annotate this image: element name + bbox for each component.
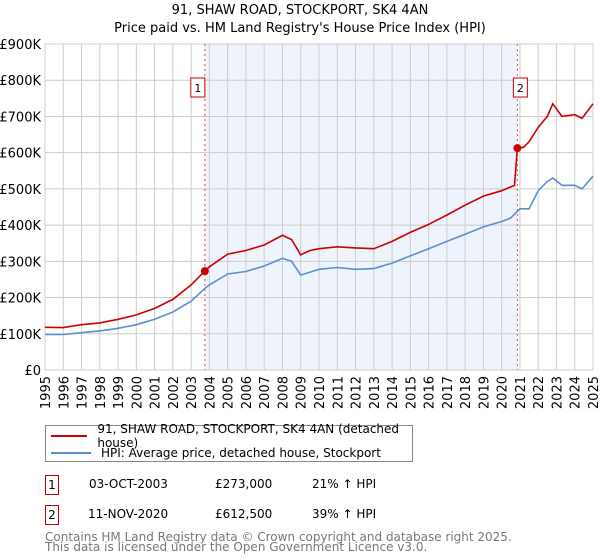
x-tick-label: 2004 bbox=[203, 376, 218, 409]
x-tick-label: 2009 bbox=[295, 376, 310, 409]
transaction-price: £273,000 bbox=[215, 477, 273, 491]
x-tick-label: 2015 bbox=[404, 376, 419, 409]
x-tick-label: 1996 bbox=[57, 376, 72, 409]
chart-title: 91, SHAW ROAD, STOCKPORT, SK4 4AN bbox=[171, 3, 429, 18]
sale-point bbox=[200, 267, 209, 276]
transaction-marker: 2 bbox=[45, 505, 59, 525]
hpi-line bbox=[45, 175, 594, 336]
x-tick-label: 2020 bbox=[496, 376, 511, 409]
x-tick-label: 2025 bbox=[587, 376, 600, 409]
x-tick-label: 2016 bbox=[423, 376, 438, 409]
legend-label: 91, SHAW ROAD, STOCKPORT, SK4 4AN (detac… bbox=[97, 421, 400, 450]
transaction-price: £612,500 bbox=[215, 507, 273, 521]
x-tick-label: 2019 bbox=[477, 376, 492, 409]
shaded-ownership-period bbox=[204, 44, 518, 370]
sale-marker-label: 2 bbox=[517, 82, 524, 95]
transaction-hpi: 21% ↑ HPI bbox=[312, 477, 377, 491]
x-tick-label: 2018 bbox=[459, 376, 474, 409]
price-chart: 1995 1996 1997 1998 1999 2000 2001 2002 2003 2004… bbox=[0, 38, 600, 409]
legend-item-property: 91, SHAW ROAD, STOCKPORT, SK4 4AN (detac… bbox=[46, 422, 412, 450]
y-tick-label: £600K bbox=[0, 147, 41, 162]
transaction-hpi: 39% ↑ HPI bbox=[312, 507, 377, 521]
y-tick-label: £700K bbox=[0, 110, 41, 125]
x-tick-label: 2013 bbox=[368, 376, 383, 409]
x-tick-label: 2006 bbox=[240, 376, 255, 409]
legend-red-line bbox=[51, 434, 88, 437]
x-tick-label: 2014 bbox=[386, 376, 401, 409]
x-tick-label: 2012 bbox=[350, 376, 365, 409]
y-tick-label: £500K bbox=[0, 183, 41, 198]
x-tick-label: 2001 bbox=[149, 376, 164, 409]
x-tick-label: 2017 bbox=[441, 376, 456, 409]
y-tick-label: £900K bbox=[0, 38, 41, 53]
property-price-line bbox=[44, 102, 594, 329]
x-tick-label: 2002 bbox=[167, 376, 182, 409]
legend-label: HPI: Average price, detached house, Stoc… bbox=[101, 445, 381, 460]
x-tick-label: 1999 bbox=[112, 376, 127, 409]
chart-subtitle: Price paid vs. HM Land Registry's House … bbox=[114, 21, 486, 36]
x-tick-label: 2000 bbox=[130, 376, 145, 409]
x-tick-label: 2023 bbox=[550, 376, 565, 409]
y-tick-label: £200K bbox=[0, 292, 41, 307]
legend: 91, SHAW ROAD, STOCKPORT, SK4 4AN (detac… bbox=[45, 422, 413, 462]
transaction-date: 11-NOV-2020 bbox=[88, 507, 169, 521]
x-tick-label: 2007 bbox=[258, 376, 273, 409]
footer-copyright: Contains HM Land Registry data © Crown c… bbox=[45, 530, 512, 544]
x-tick-label: 1997 bbox=[76, 376, 91, 409]
y-tick-label: £300K bbox=[0, 255, 41, 270]
legend-item-hpi: HPI: Average price, detached house, Stoc… bbox=[46, 444, 381, 461]
y-tick-label: £0 bbox=[24, 364, 41, 379]
x-tick-label: 2003 bbox=[185, 376, 200, 409]
x-tick-label: 2022 bbox=[532, 376, 547, 409]
x-tick-label: 2011 bbox=[331, 376, 346, 409]
x-tick-label: 2021 bbox=[514, 376, 529, 409]
sale-marker-box bbox=[512, 77, 528, 98]
footer-licence: This data is licensed under the Open Gov… bbox=[45, 540, 428, 554]
sale-point bbox=[513, 144, 522, 153]
sale-marker-label: 1 bbox=[194, 82, 201, 95]
legend-blue-line bbox=[51, 451, 91, 454]
transaction-marker: 1 bbox=[45, 475, 59, 495]
transaction-date: 03-OCT-2003 bbox=[89, 477, 168, 491]
x-tick-label: 1998 bbox=[94, 376, 109, 409]
x-tick-label: 1995 bbox=[39, 376, 54, 409]
x-tick-label: 2008 bbox=[276, 376, 291, 409]
x-tick-label: 2010 bbox=[313, 376, 328, 409]
x-tick-label: 2005 bbox=[222, 376, 237, 409]
y-tick-label: £400K bbox=[0, 219, 41, 234]
x-tick-label: 2024 bbox=[569, 376, 584, 409]
y-tick-label: £100K bbox=[0, 328, 41, 343]
y-tick-label: £800K bbox=[0, 74, 41, 89]
sale-marker-box bbox=[190, 77, 206, 98]
